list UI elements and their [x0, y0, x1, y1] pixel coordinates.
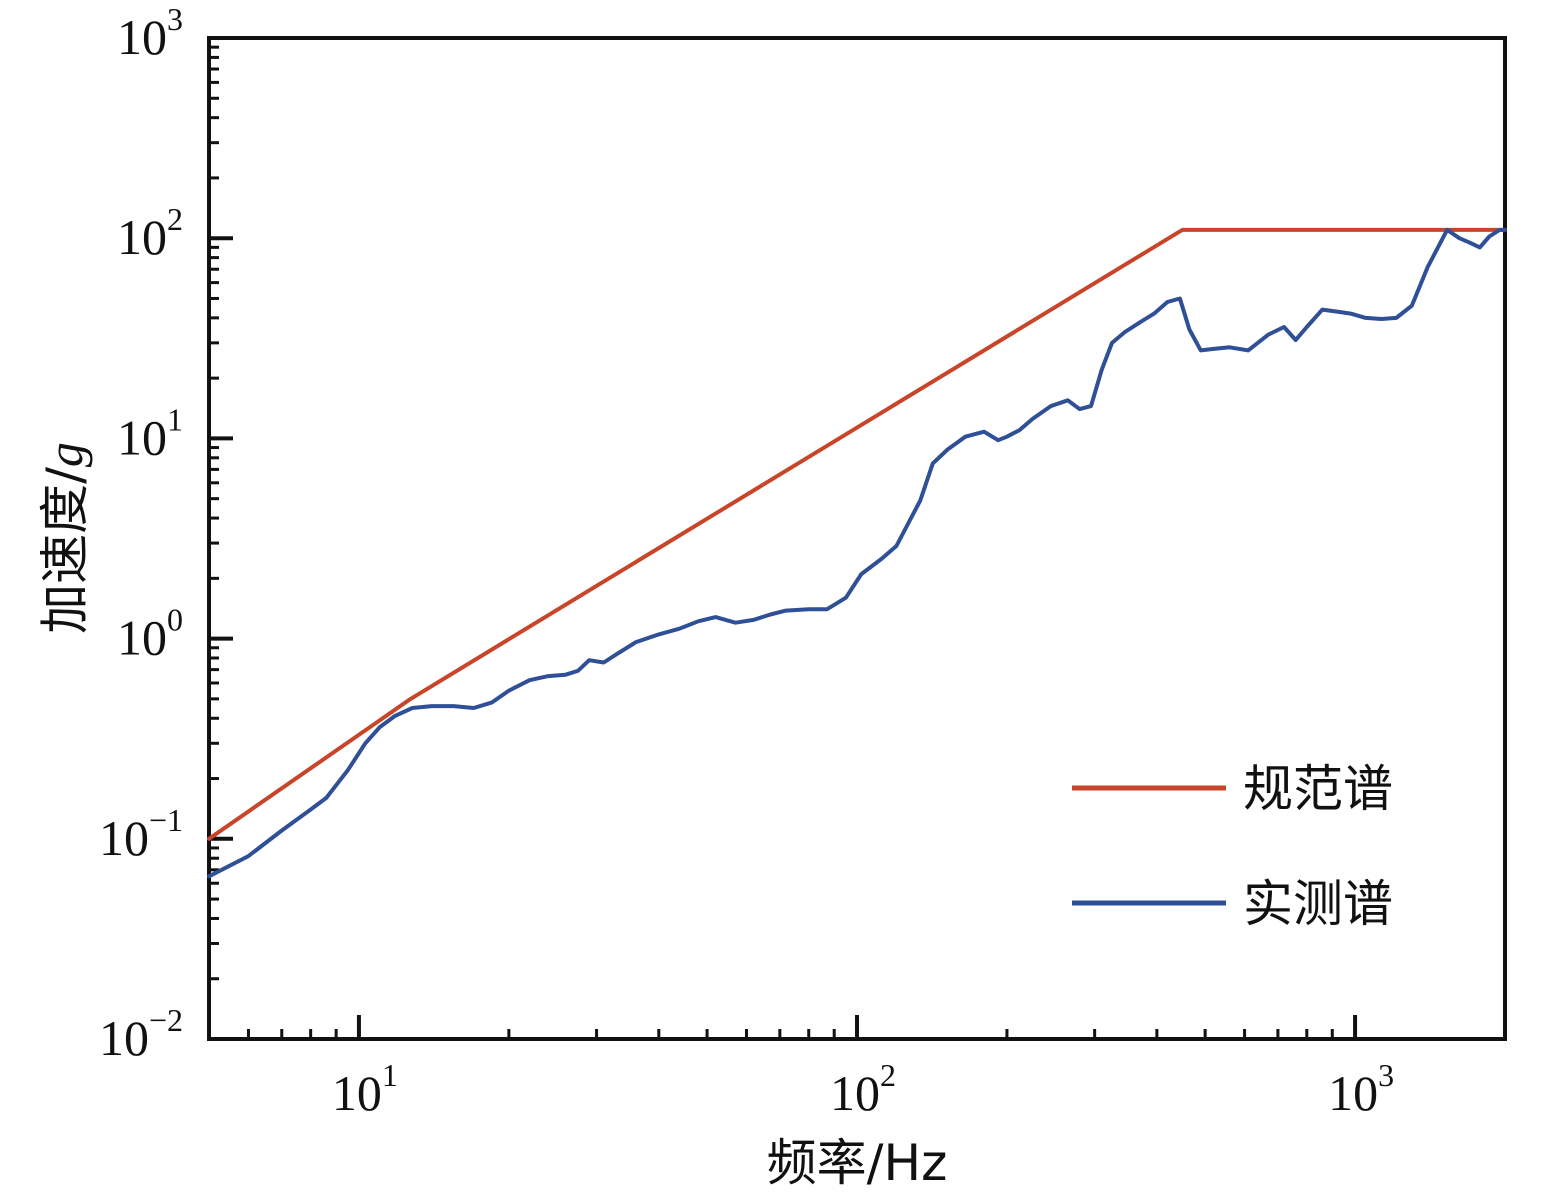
y-tick-exponent: 3: [167, 1, 183, 37]
x-tick-label: 103: [1328, 1057, 1394, 1121]
y-tick-exponent: −1: [149, 802, 183, 838]
y-tick-base: 10: [99, 1010, 149, 1066]
series-layer: [207, 227, 1507, 879]
ticks-layer: [209, 36, 1358, 1041]
y-axis-title-unit: g: [37, 442, 93, 467]
x-tick-exponent: 3: [1378, 1057, 1394, 1093]
y-tick-label: 101: [117, 401, 183, 465]
series-line-2: [207, 227, 1507, 879]
y-tick-exponent: 1: [167, 401, 183, 437]
legend-label-2: 实测谱: [1243, 875, 1393, 933]
legend-label-1: 规范谱: [1243, 760, 1393, 818]
y-tick-exponent: 2: [167, 201, 183, 237]
y-tick-exponent: 0: [167, 602, 183, 638]
x-tick-exponent: 1: [382, 1057, 398, 1093]
y-axis-title: 加速度/g: [36, 442, 94, 634]
y-tick-label: 102: [117, 201, 183, 265]
y-tick-base: 10: [117, 209, 167, 265]
x-tick-base: 10: [332, 1065, 382, 1121]
y-tick-base: 10: [117, 409, 167, 465]
x-tick-base: 10: [830, 1065, 880, 1121]
y-tick-label: 10−2: [99, 1002, 183, 1066]
x-tick-base: 10: [1328, 1065, 1378, 1121]
x-tick-label: 102: [830, 1057, 896, 1121]
y-tick-base: 10: [99, 810, 149, 866]
series-line-1: [207, 227, 1507, 841]
x-tick-label: 101: [332, 1057, 398, 1121]
y-tick-label: 100: [117, 602, 183, 666]
y-axis-title-main: 加速度/: [36, 467, 94, 634]
x-tick-exponent: 2: [880, 1057, 896, 1093]
x-tick-labels: 101 102 103: [332, 1057, 1394, 1121]
y-tick-base: 10: [117, 9, 167, 65]
y-tick-label: 103: [117, 1, 183, 65]
y-tick-exponent: −2: [149, 1002, 183, 1038]
x-axis-title: 频率/Hz: [767, 1134, 948, 1192]
y-tick-label: 10−1: [99, 802, 183, 866]
y-tick-base: 10: [117, 610, 167, 666]
